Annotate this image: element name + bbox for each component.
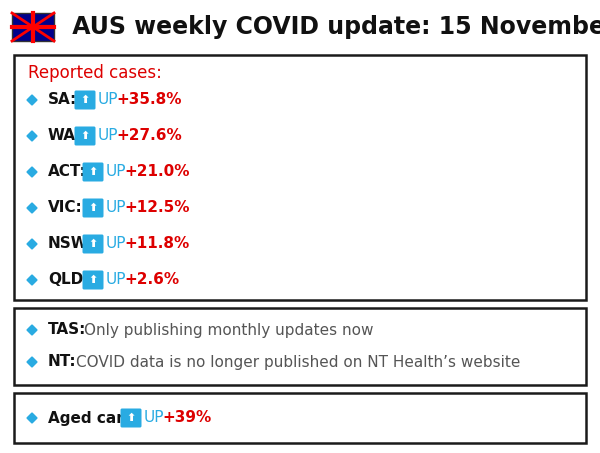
Text: UP: UP — [98, 92, 119, 107]
Text: UP: UP — [106, 273, 127, 288]
Polygon shape — [27, 325, 37, 335]
Text: +35.8%: +35.8% — [116, 92, 182, 107]
Text: WA:: WA: — [48, 129, 83, 144]
Text: +21.0%: +21.0% — [124, 164, 190, 179]
Polygon shape — [27, 357, 37, 367]
FancyBboxPatch shape — [121, 409, 142, 428]
Text: ⬆: ⬆ — [127, 413, 136, 423]
Text: UP: UP — [106, 164, 127, 179]
Polygon shape — [27, 203, 37, 213]
Text: TAS:: TAS: — [48, 323, 86, 337]
Text: ⬆: ⬆ — [88, 239, 98, 249]
FancyBboxPatch shape — [14, 393, 586, 443]
Text: UP: UP — [144, 410, 164, 425]
Polygon shape — [27, 131, 37, 141]
Text: ⬆: ⬆ — [80, 131, 89, 141]
Polygon shape — [27, 275, 37, 285]
Polygon shape — [27, 413, 37, 423]
Text: NSW:: NSW: — [48, 236, 94, 251]
Text: ACT:: ACT: — [48, 164, 87, 179]
Text: UP: UP — [106, 236, 127, 251]
FancyBboxPatch shape — [83, 270, 104, 289]
FancyBboxPatch shape — [12, 13, 54, 41]
Polygon shape — [27, 95, 37, 105]
Text: VIC:: VIC: — [48, 201, 83, 216]
Polygon shape — [27, 239, 37, 249]
Text: UP: UP — [98, 129, 119, 144]
Text: ⬆: ⬆ — [80, 95, 89, 105]
Text: AUS weekly COVID update: 15 November 2024: AUS weekly COVID update: 15 November 202… — [64, 15, 600, 39]
Text: +2.6%: +2.6% — [124, 273, 179, 288]
Text: +12.5%: +12.5% — [124, 201, 190, 216]
Text: ⬆: ⬆ — [88, 203, 98, 213]
Text: +11.8%: +11.8% — [124, 236, 189, 251]
Text: ⬆: ⬆ — [88, 275, 98, 285]
FancyBboxPatch shape — [14, 308, 586, 385]
FancyBboxPatch shape — [74, 126, 95, 145]
Text: ⬆: ⬆ — [88, 167, 98, 177]
Text: +27.6%: +27.6% — [116, 129, 182, 144]
Text: Aged care:: Aged care: — [48, 410, 140, 425]
Polygon shape — [27, 167, 37, 177]
Text: QLD:: QLD: — [48, 273, 89, 288]
Text: SA:: SA: — [48, 92, 77, 107]
Text: UP: UP — [106, 201, 127, 216]
Text: COVID data is no longer published on NT Health’s website: COVID data is no longer published on NT … — [76, 355, 520, 370]
FancyBboxPatch shape — [83, 235, 104, 254]
Text: Only publishing monthly updates now: Only publishing monthly updates now — [84, 323, 373, 337]
FancyBboxPatch shape — [14, 55, 586, 300]
FancyBboxPatch shape — [83, 198, 104, 217]
Text: +39%: +39% — [162, 410, 211, 425]
Text: NT:: NT: — [48, 355, 77, 370]
Text: Reported cases:: Reported cases: — [28, 64, 162, 82]
FancyBboxPatch shape — [83, 163, 104, 182]
FancyBboxPatch shape — [74, 91, 95, 110]
